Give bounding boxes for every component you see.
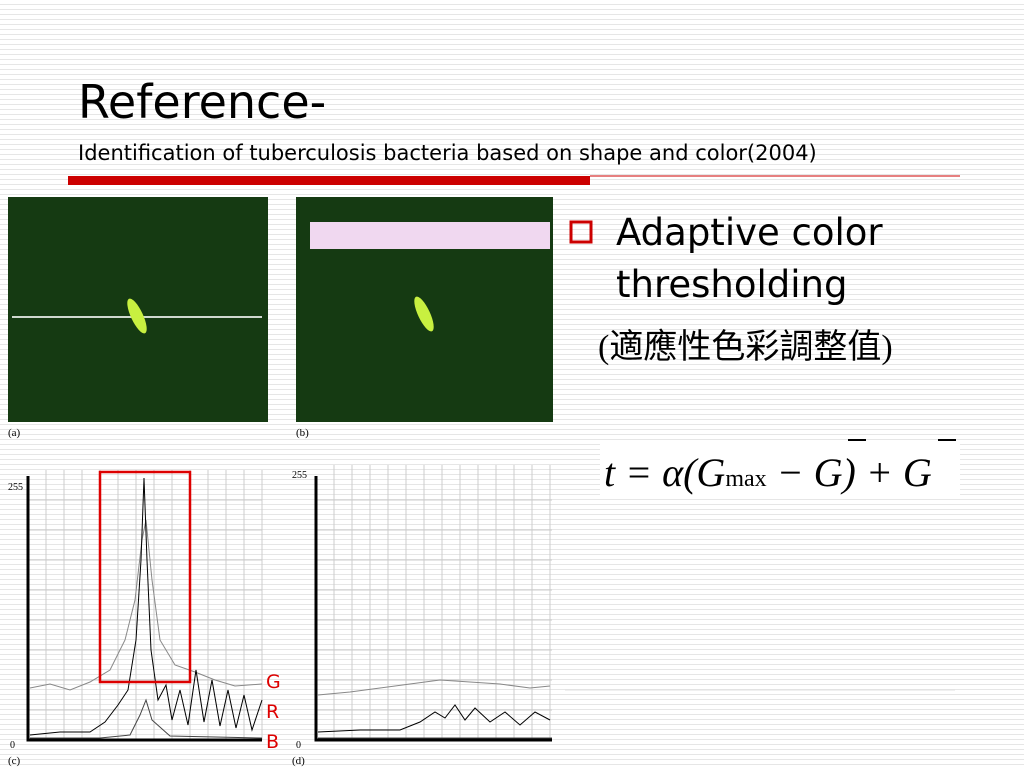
bacterium	[414, 296, 434, 332]
formula: t = α(Gmax − G) + G	[604, 450, 932, 495]
focus-box	[98, 470, 192, 684]
formula-part: t = α(G	[604, 450, 725, 495]
axis-label: 255	[8, 482, 23, 493]
bullet-text: thresholding	[616, 263, 847, 306]
figure-label: (d)	[292, 755, 305, 767]
slide-subtitle: Identification of tuberculosis bacteria …	[78, 141, 817, 165]
bullet-marker	[569, 220, 593, 244]
figure-label: (c)	[8, 755, 21, 767]
highlight-strip	[310, 222, 550, 249]
formula-part: − G	[777, 450, 843, 495]
bacterium	[127, 298, 147, 334]
title-bar	[68, 176, 590, 185]
formula-part: max	[725, 466, 766, 492]
channel-label: B	[266, 731, 279, 753]
bullet-note: (適應性色彩調整值)	[598, 328, 893, 366]
channel-label: G	[266, 671, 281, 693]
bullet-text: Adaptive color	[616, 211, 883, 254]
channel-label: R	[266, 701, 279, 723]
figure-label: (a)	[8, 427, 21, 439]
axis-label: 255	[292, 470, 307, 481]
plot-d	[314, 465, 552, 742]
plot-c	[26, 470, 263, 742]
axis-label: 0	[10, 740, 15, 751]
figure-label: (b)	[296, 427, 309, 439]
formula-box	[600, 440, 960, 495]
axis-label: 0	[296, 740, 301, 751]
formula-part: ) + G	[841, 450, 932, 495]
slide-title: Reference-	[78, 75, 326, 129]
